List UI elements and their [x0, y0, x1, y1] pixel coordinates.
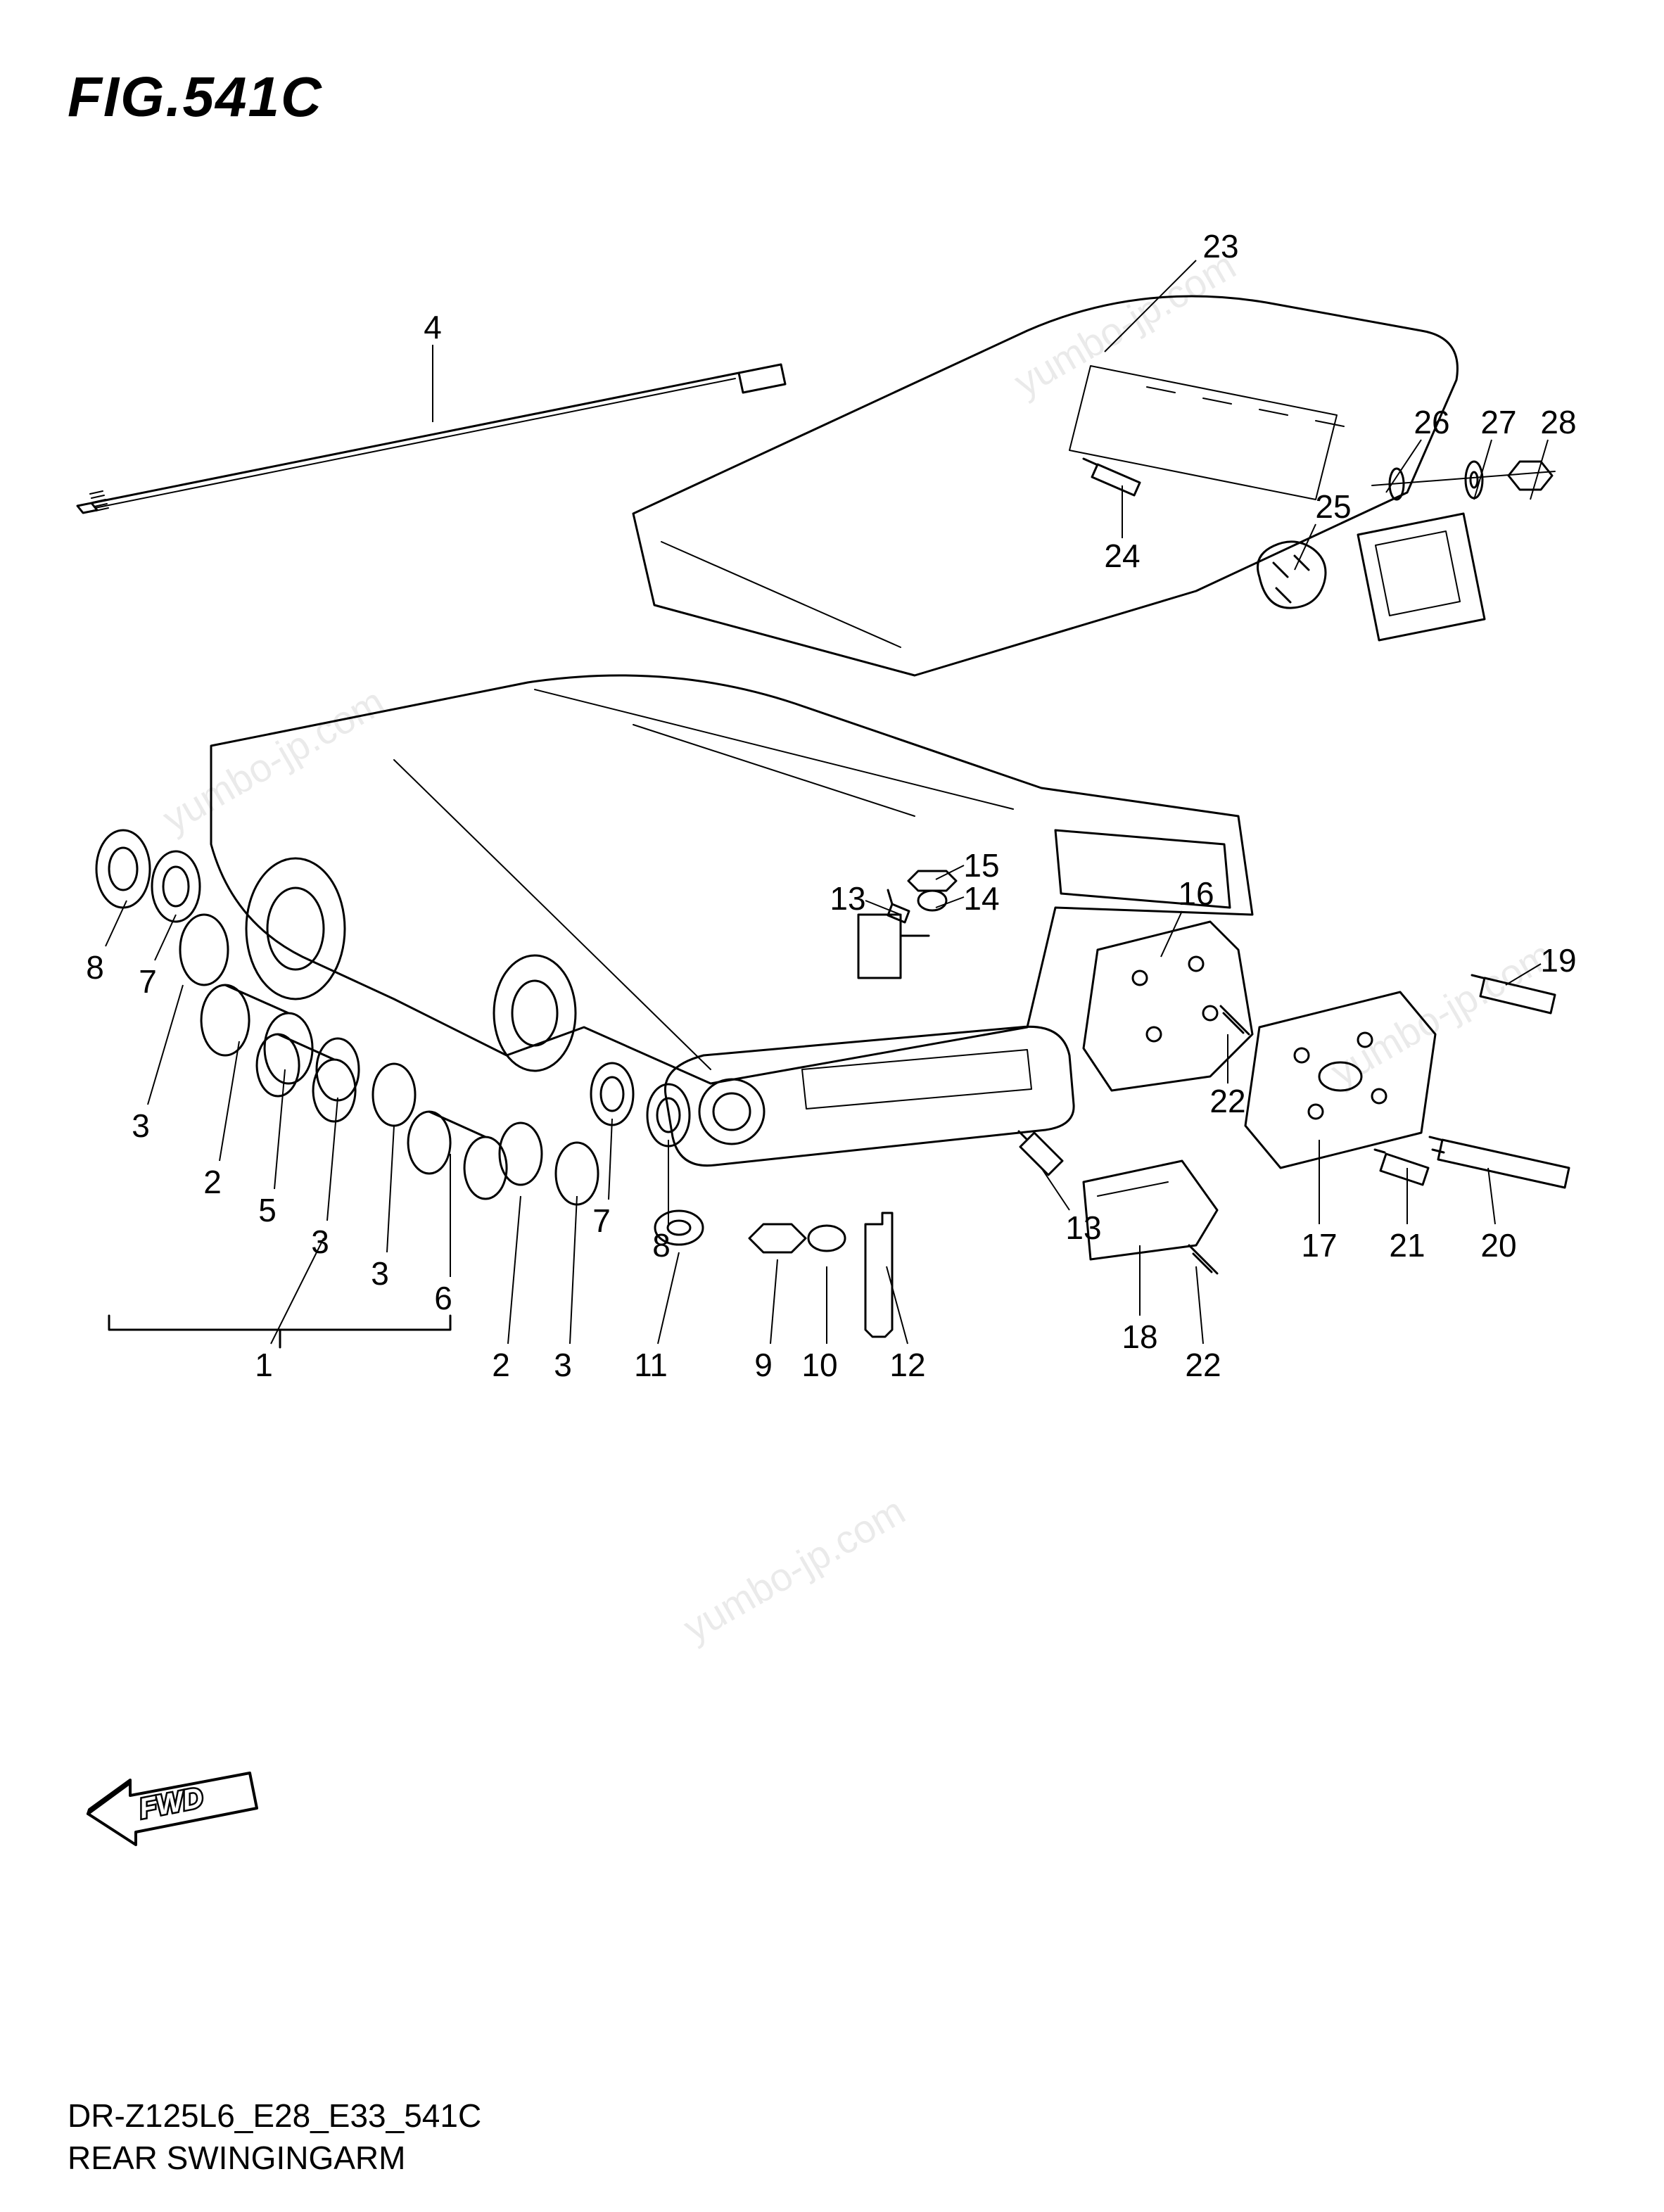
callout-25: 25	[1315, 488, 1351, 526]
callout-14: 14	[963, 879, 999, 917]
callout-2: 2	[203, 1163, 222, 1201]
callout-22: 22	[1209, 1082, 1245, 1120]
callout-13: 13	[1065, 1209, 1101, 1247]
callout-8: 8	[86, 948, 104, 986]
callout-23: 23	[1202, 227, 1238, 265]
callout-9: 9	[754, 1346, 773, 1384]
callout-11: 11	[634, 1346, 668, 1384]
callout-3: 3	[311, 1223, 329, 1261]
footer-line-1: DR-Z125L6_E28_E33_541C	[68, 2097, 481, 2135]
callout-8: 8	[652, 1226, 671, 1264]
callout-28: 28	[1540, 403, 1576, 441]
callout-18: 18	[1122, 1318, 1157, 1356]
callout-16: 16	[1178, 875, 1214, 913]
callout-3: 3	[132, 1107, 150, 1145]
footer-line-2: REAR SWINGINGARM	[68, 2139, 405, 2177]
callout-10: 10	[801, 1346, 837, 1384]
callout-26: 26	[1414, 403, 1449, 441]
callout-24: 24	[1104, 537, 1140, 575]
callout-20: 20	[1480, 1226, 1516, 1264]
callout-12: 12	[889, 1346, 925, 1384]
callout-15: 15	[963, 846, 999, 884]
callout-1: 1	[255, 1346, 273, 1384]
callout-17: 17	[1301, 1226, 1337, 1264]
callout-3: 3	[371, 1254, 389, 1292]
callout-27: 27	[1480, 403, 1516, 441]
callout-2: 2	[492, 1346, 510, 1384]
callout-5: 5	[258, 1191, 277, 1229]
callout-6: 6	[434, 1279, 452, 1317]
callout-22: 22	[1185, 1346, 1221, 1384]
fwd-badge: FWD	[81, 1759, 264, 1854]
callout-7: 7	[139, 962, 157, 1000]
callout-13: 13	[830, 879, 865, 917]
callout-7: 7	[592, 1202, 611, 1240]
exploded-diagram	[0, 0, 1664, 2212]
callout-19: 19	[1540, 941, 1576, 979]
callout-3: 3	[554, 1346, 572, 1384]
callout-4: 4	[424, 308, 442, 346]
callout-21: 21	[1389, 1226, 1425, 1264]
page-root: FIG.541C yumbo-jp.comyumbo-jp.comyumbo-j…	[0, 0, 1664, 2212]
